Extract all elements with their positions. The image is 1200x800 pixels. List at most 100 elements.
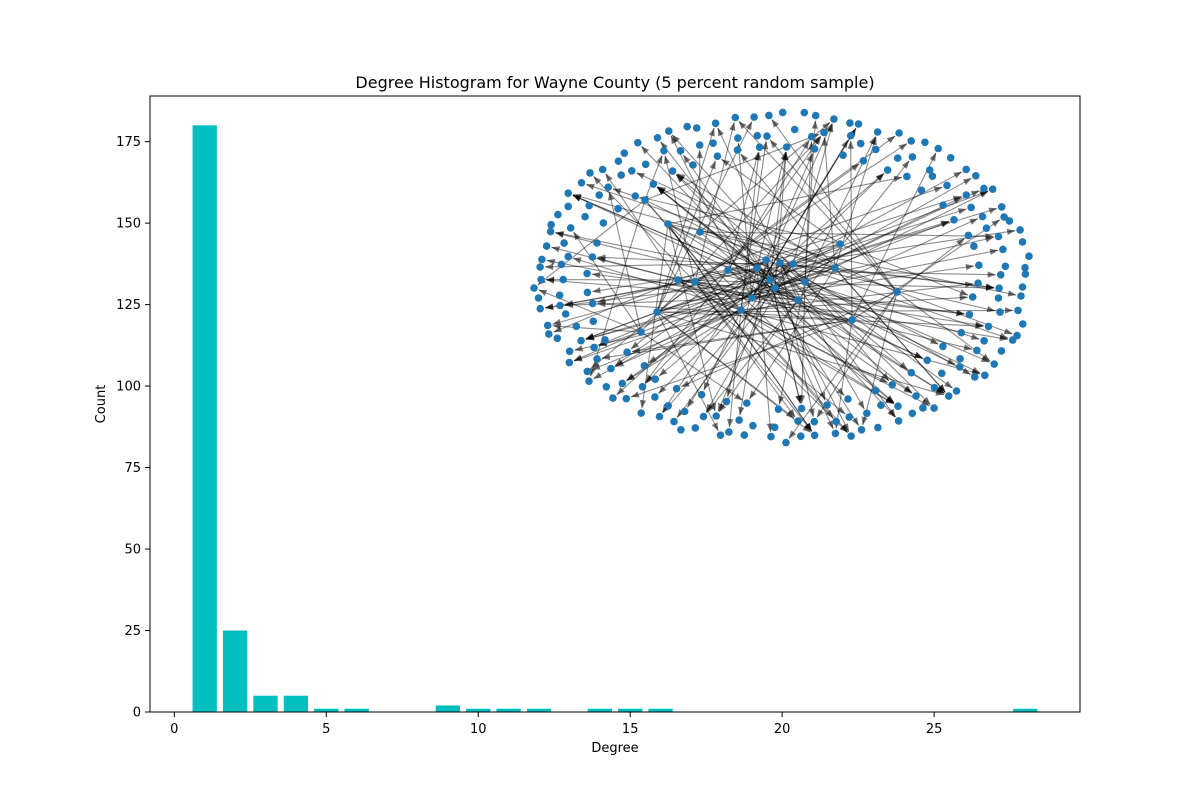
network-node <box>956 363 964 371</box>
network-edge <box>591 273 799 301</box>
network-graph-inset <box>530 108 1033 447</box>
network-edge <box>718 299 799 413</box>
network-edge-arrow <box>740 153 749 163</box>
network-edge <box>749 267 836 400</box>
plot-area-frame <box>149 95 1081 713</box>
network-node <box>839 151 847 159</box>
network-node <box>713 152 722 160</box>
network-node <box>938 369 946 378</box>
network-node <box>641 160 650 169</box>
network-node <box>1021 263 1029 272</box>
network-edge-arrow <box>555 231 564 238</box>
network-edge-arrow <box>857 400 865 409</box>
network-node <box>631 192 640 200</box>
network-edge <box>703 309 742 391</box>
network-edge <box>769 139 898 293</box>
network-edge <box>572 194 771 281</box>
network-node <box>585 201 593 210</box>
network-edge <box>788 291 898 439</box>
network-node <box>831 429 840 438</box>
network-node <box>634 138 642 147</box>
network-node <box>660 146 668 155</box>
network-edge <box>756 267 860 426</box>
network-node <box>997 203 1006 211</box>
network-edge <box>737 143 753 299</box>
network-edge-arrow <box>933 186 943 193</box>
network-edge <box>667 223 990 363</box>
network-node <box>778 108 787 117</box>
network-edge-arrow <box>612 188 622 195</box>
network-edge <box>774 287 896 418</box>
network-edge-arrow <box>659 368 668 376</box>
network-edge-arrow <box>812 136 821 145</box>
network-edge <box>694 281 796 418</box>
network-edge <box>585 243 841 340</box>
network-edge <box>656 160 717 313</box>
network-edge <box>597 303 853 321</box>
network-node <box>774 405 783 414</box>
network-node <box>577 336 585 345</box>
network-node <box>962 165 970 174</box>
x-axis-label: Degree <box>591 741 638 756</box>
network-edge-arrow <box>944 380 953 389</box>
network-node <box>593 355 601 363</box>
chart-title: Degree Histogram for Wayne County (5 per… <box>355 73 874 92</box>
network-edge <box>699 231 895 404</box>
network-edge-arrow <box>648 355 657 363</box>
network-edge-arrow <box>770 140 778 149</box>
network-edge-arrow <box>593 372 602 379</box>
network-edge-arrow <box>616 387 625 395</box>
network-edge-arrow <box>821 122 831 130</box>
network-edge-arrow <box>687 398 695 408</box>
network-node <box>651 375 660 384</box>
network-edge-arrow <box>574 345 583 352</box>
network-edge-arrow <box>798 395 806 404</box>
network-node <box>921 138 929 147</box>
network-edge <box>774 287 850 432</box>
network-edge <box>597 243 841 303</box>
network-node <box>734 134 742 142</box>
network-node <box>542 242 551 250</box>
network-node <box>670 417 678 426</box>
y-tick-label: 75 <box>124 461 141 476</box>
network-edge-arrow <box>592 287 601 294</box>
network-node <box>782 438 790 447</box>
network-node <box>699 412 708 421</box>
network-node <box>930 383 939 392</box>
network-edge <box>740 309 981 375</box>
network-edge <box>656 311 719 432</box>
network-edge-arrow <box>825 409 833 418</box>
network-node <box>1018 238 1027 246</box>
network-edge-arrow <box>870 136 877 146</box>
network-edge <box>552 325 642 333</box>
network-node <box>856 139 865 148</box>
network-edge-arrow <box>881 372 889 381</box>
network-edge <box>804 281 953 389</box>
network-edge <box>797 218 979 301</box>
network-edge <box>779 262 814 417</box>
network-node <box>731 113 740 122</box>
network-edge-arrow <box>914 352 923 359</box>
network-node <box>980 337 988 345</box>
network-edge-arrow <box>953 197 962 204</box>
network-edge-arrow <box>811 120 818 129</box>
network-edge <box>670 135 753 299</box>
network-node <box>672 384 681 393</box>
network-edge <box>537 199 646 286</box>
network-edge-arrow <box>922 396 931 405</box>
network-node <box>766 276 774 284</box>
network-edge-arrow <box>957 208 967 215</box>
network-node <box>651 393 659 401</box>
network-node <box>750 113 758 121</box>
y-tick-label: 50 <box>124 543 141 558</box>
network-node <box>859 157 868 165</box>
network-edge <box>630 319 853 398</box>
network-node <box>696 228 704 236</box>
network-node <box>820 128 828 137</box>
network-edge <box>739 259 767 416</box>
network-edge <box>797 299 945 394</box>
network-node <box>846 131 855 140</box>
network-node <box>939 342 947 351</box>
network-node <box>996 308 1004 316</box>
